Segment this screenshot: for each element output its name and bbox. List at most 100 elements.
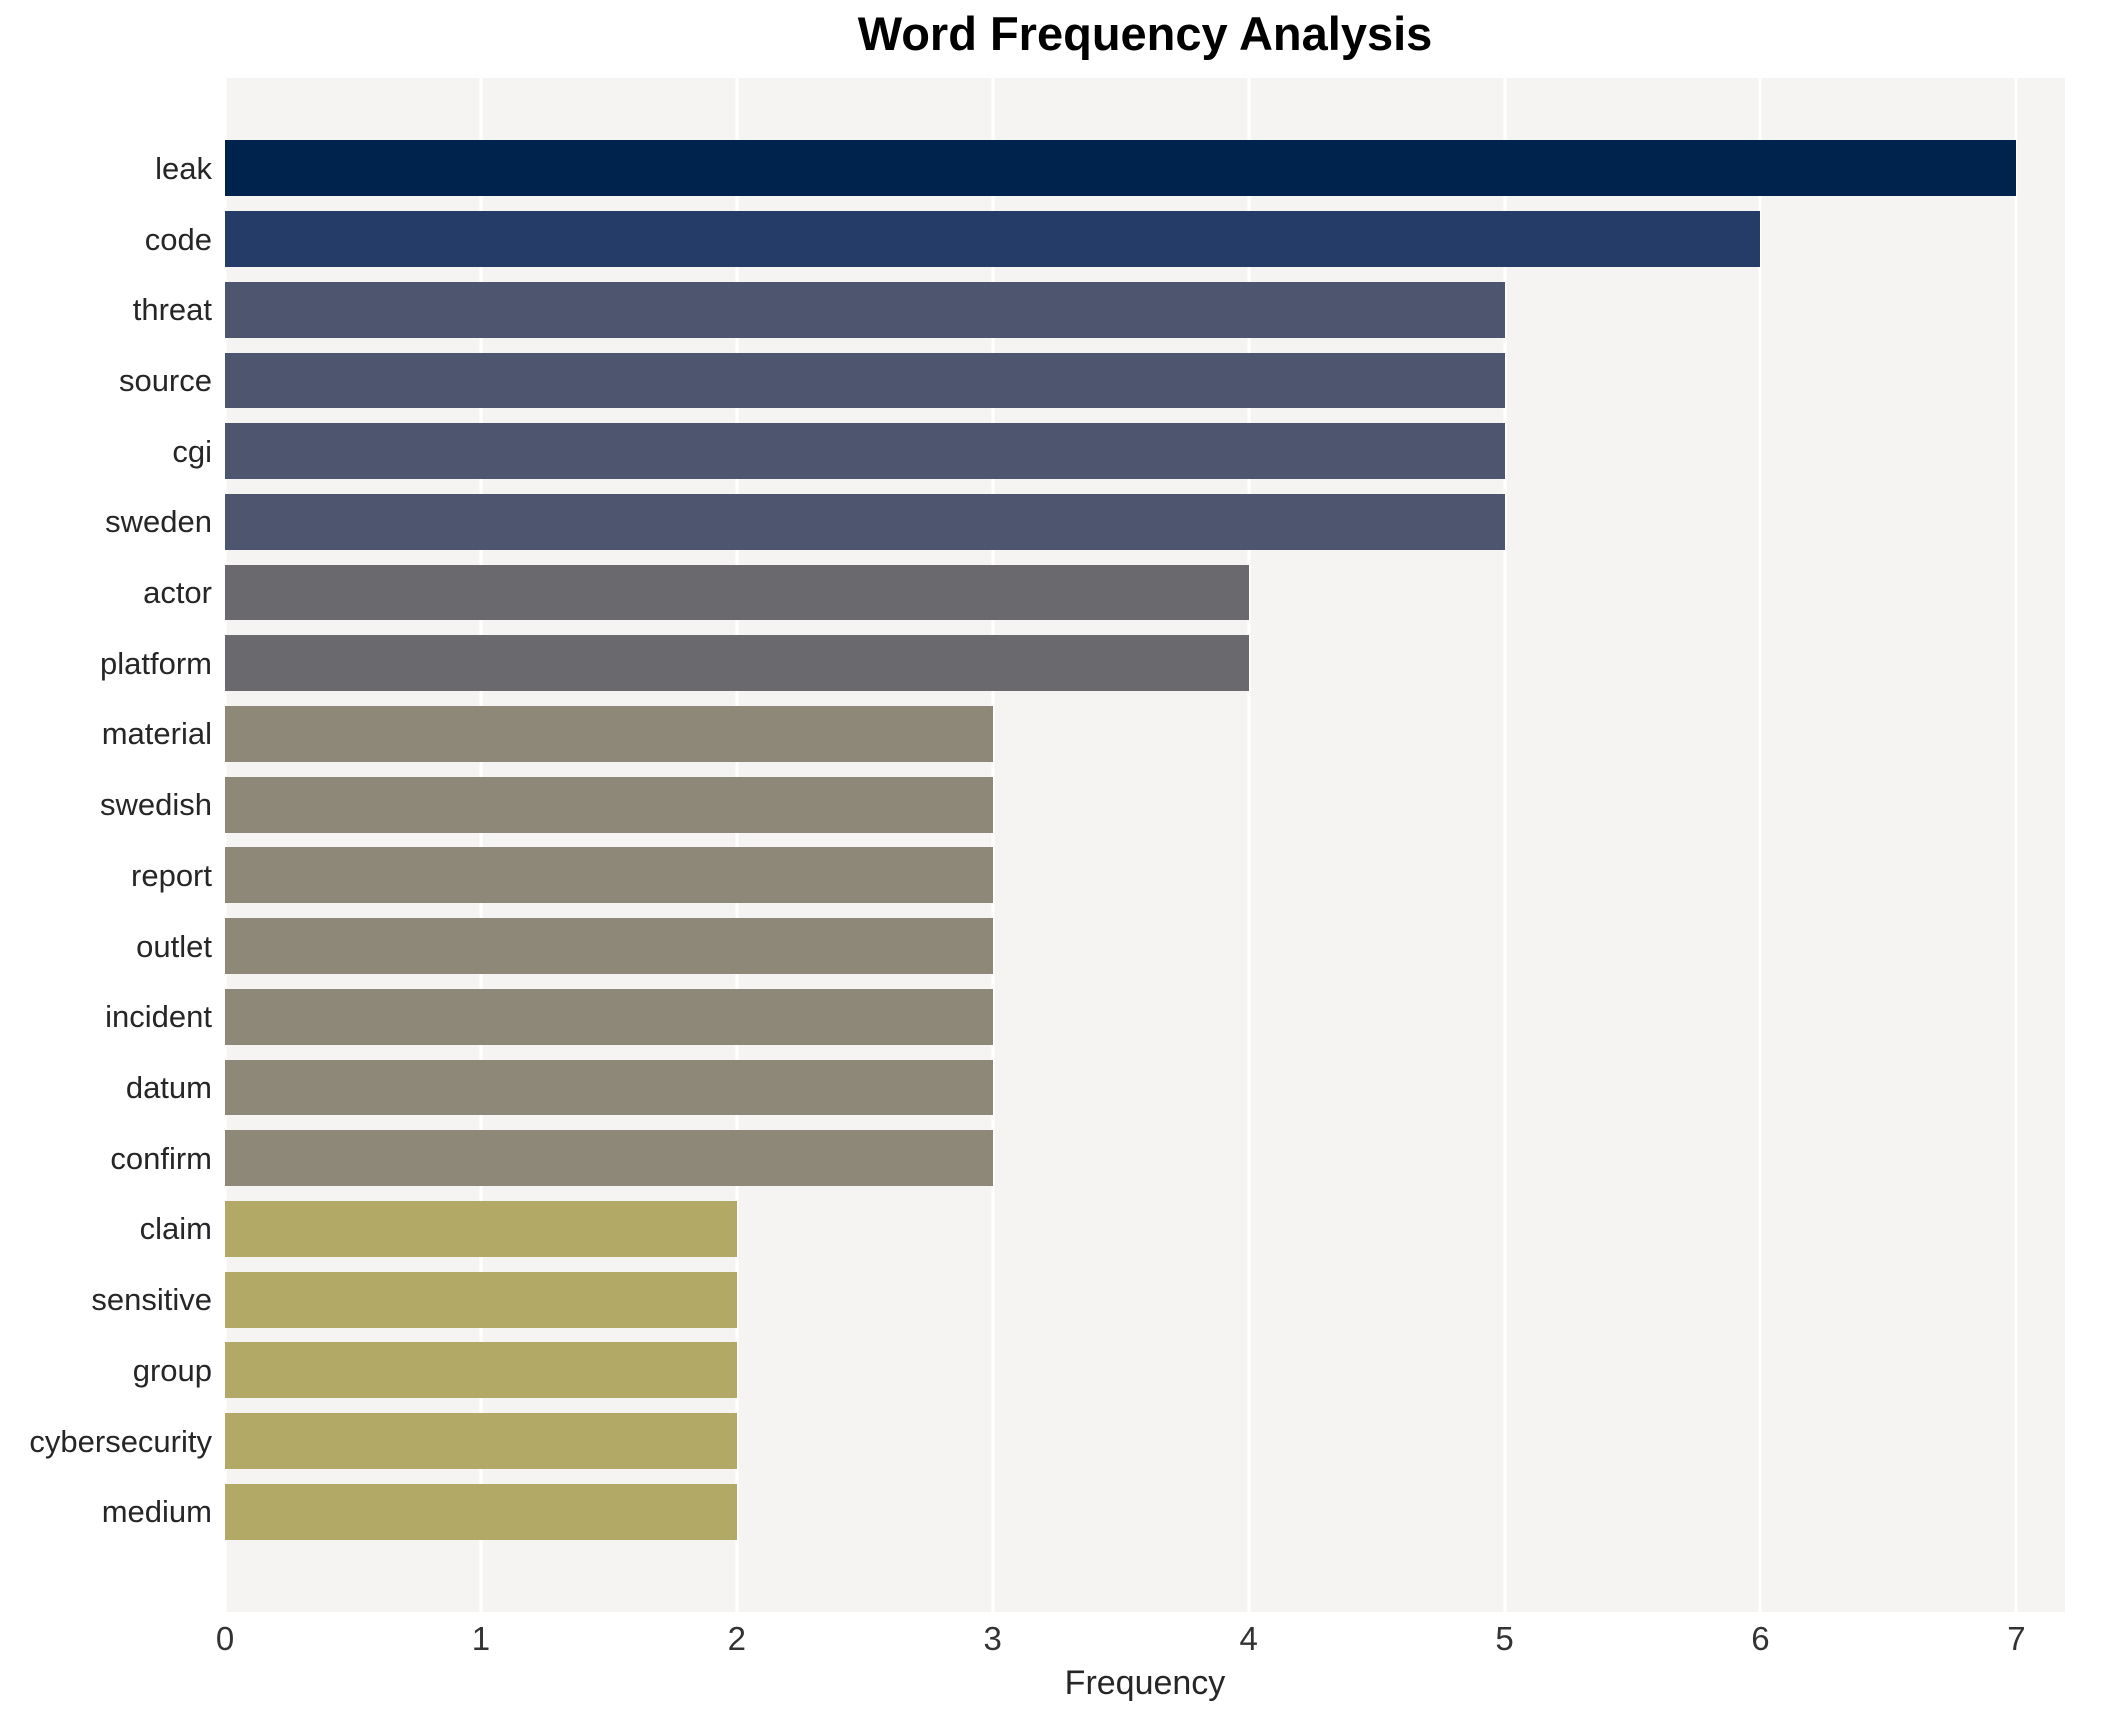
- x-tick-label: 0: [215, 1620, 235, 1657]
- bar-cell: [225, 416, 2065, 487]
- chart-row: cgi: [0, 416, 2065, 487]
- y-axis-label: code: [144, 221, 212, 257]
- chart-row: medium: [0, 1476, 2065, 1547]
- bar-datum: [225, 1059, 993, 1116]
- gridline: [1503, 78, 1507, 1612]
- y-axis-label: platform: [100, 645, 212, 681]
- bar-code: [225, 211, 1761, 267]
- bar-cell: [225, 1194, 2065, 1265]
- chart-row: swedish: [0, 769, 2065, 840]
- chart-row: actor: [0, 557, 2065, 628]
- y-axis-label: report: [131, 857, 212, 893]
- y-axis-label: confirm: [110, 1140, 212, 1176]
- chart-row: confirm: [0, 1123, 2065, 1194]
- bar-cell: [225, 345, 2065, 416]
- x-tick-label: 3: [983, 1620, 1002, 1657]
- chart-row: claim: [0, 1194, 2065, 1265]
- bar-cell: [225, 204, 2065, 275]
- gridline: [1247, 78, 1251, 1612]
- y-axis-label: datum: [125, 1069, 212, 1105]
- bar-material: [225, 706, 993, 762]
- bar-cell: [225, 1335, 2065, 1406]
- y-axis-label: material: [101, 716, 212, 752]
- gridline: [479, 78, 483, 1612]
- chart-row: code: [0, 204, 2065, 275]
- y-axis-label: sweden: [105, 504, 212, 540]
- bar-cell: [225, 557, 2065, 628]
- chart-row: report: [0, 840, 2065, 911]
- y-axis-label: claim: [139, 1211, 212, 1247]
- gridline: [735, 78, 739, 1612]
- chart-row: material: [0, 699, 2065, 770]
- y-axis-label: threat: [132, 292, 212, 328]
- bar-cell: [225, 1264, 2065, 1335]
- chart-row: leak: [0, 133, 2065, 204]
- x-axis-ticks: 0 1 2 3 4 5 6 7: [216, 1618, 2065, 1664]
- gridline: [1758, 78, 1762, 1612]
- chart-row: outlet: [0, 911, 2065, 982]
- x-tick-label: 4: [1239, 1620, 1258, 1657]
- x-tick-label: 5: [1495, 1620, 1514, 1657]
- bar-medium: [225, 1483, 737, 1540]
- chart-row: source: [0, 345, 2065, 416]
- bar-source: [225, 352, 1505, 409]
- y-axis-label: incident: [105, 999, 212, 1035]
- chart-row: datum: [0, 1052, 2065, 1123]
- y-axis-label: outlet: [136, 928, 212, 964]
- y-axis-label: actor: [143, 575, 212, 611]
- x-tick-label: 1: [471, 1620, 491, 1657]
- chart-row: platform: [0, 628, 2065, 699]
- bar-threat: [225, 281, 1505, 338]
- bar-cell: [225, 274, 2065, 345]
- y-axis-label: source: [118, 362, 212, 398]
- bar-confirm: [225, 1130, 993, 1187]
- bar-report: [225, 847, 993, 904]
- x-tick-label: 7: [2007, 1620, 2026, 1657]
- x-tick-label: 2: [727, 1620, 746, 1657]
- bar-cell: [225, 133, 2065, 204]
- bar-cell: [225, 1123, 2065, 1194]
- y-axis-label: group: [132, 1352, 212, 1388]
- bar-cell: [225, 911, 2065, 982]
- x-tick-label: 6: [1751, 1620, 1770, 1657]
- bar-cell: [225, 840, 2065, 911]
- chart-title: Word Frequency Analysis: [857, 7, 1433, 60]
- gridline: [2014, 78, 2018, 1612]
- bar-incident: [225, 988, 993, 1045]
- bar-sweden: [225, 493, 1505, 550]
- gridline: [991, 78, 995, 1612]
- x-axis-title: Frequency: [1064, 1664, 1226, 1702]
- bar-actor: [225, 564, 1249, 621]
- bar-leak: [225, 140, 2017, 197]
- y-axis-label: cgi: [172, 433, 212, 469]
- bar-cgi: [225, 423, 1505, 480]
- bar-cybersecurity: [225, 1413, 737, 1469]
- bar-cell: [225, 1476, 2065, 1547]
- y-axis-label: medium: [101, 1494, 212, 1530]
- bar-swedish: [225, 776, 993, 833]
- chart-row: cybersecurity: [0, 1406, 2065, 1477]
- bar-outlet: [225, 918, 993, 974]
- bar-cell: [225, 1406, 2065, 1477]
- bar-cell: [225, 1052, 2065, 1123]
- bar-claim: [225, 1200, 737, 1257]
- chart-row: sweden: [0, 487, 2065, 558]
- chart-row: incident: [0, 981, 2065, 1052]
- y-axis-label: swedish: [100, 787, 212, 823]
- chart-row: sensitive: [0, 1264, 2065, 1335]
- gridline: [223, 78, 227, 1612]
- bar-sensitive: [225, 1271, 737, 1328]
- bar-group: [225, 1342, 737, 1399]
- bar-platform: [225, 635, 1249, 692]
- chart-row: group: [0, 1335, 2065, 1406]
- bar-cell: [225, 769, 2065, 840]
- bar-cell: [225, 981, 2065, 1052]
- chart-row: threat: [0, 274, 2065, 345]
- bar-rows: leak code threat source cgi sweden actor platfo…: [0, 78, 2065, 1612]
- bar-cell: [225, 487, 2065, 558]
- y-axis-label: sensitive: [91, 1282, 212, 1318]
- bar-cell: [225, 699, 2065, 770]
- y-axis-label: leak: [155, 150, 212, 186]
- bar-cell: [225, 628, 2065, 699]
